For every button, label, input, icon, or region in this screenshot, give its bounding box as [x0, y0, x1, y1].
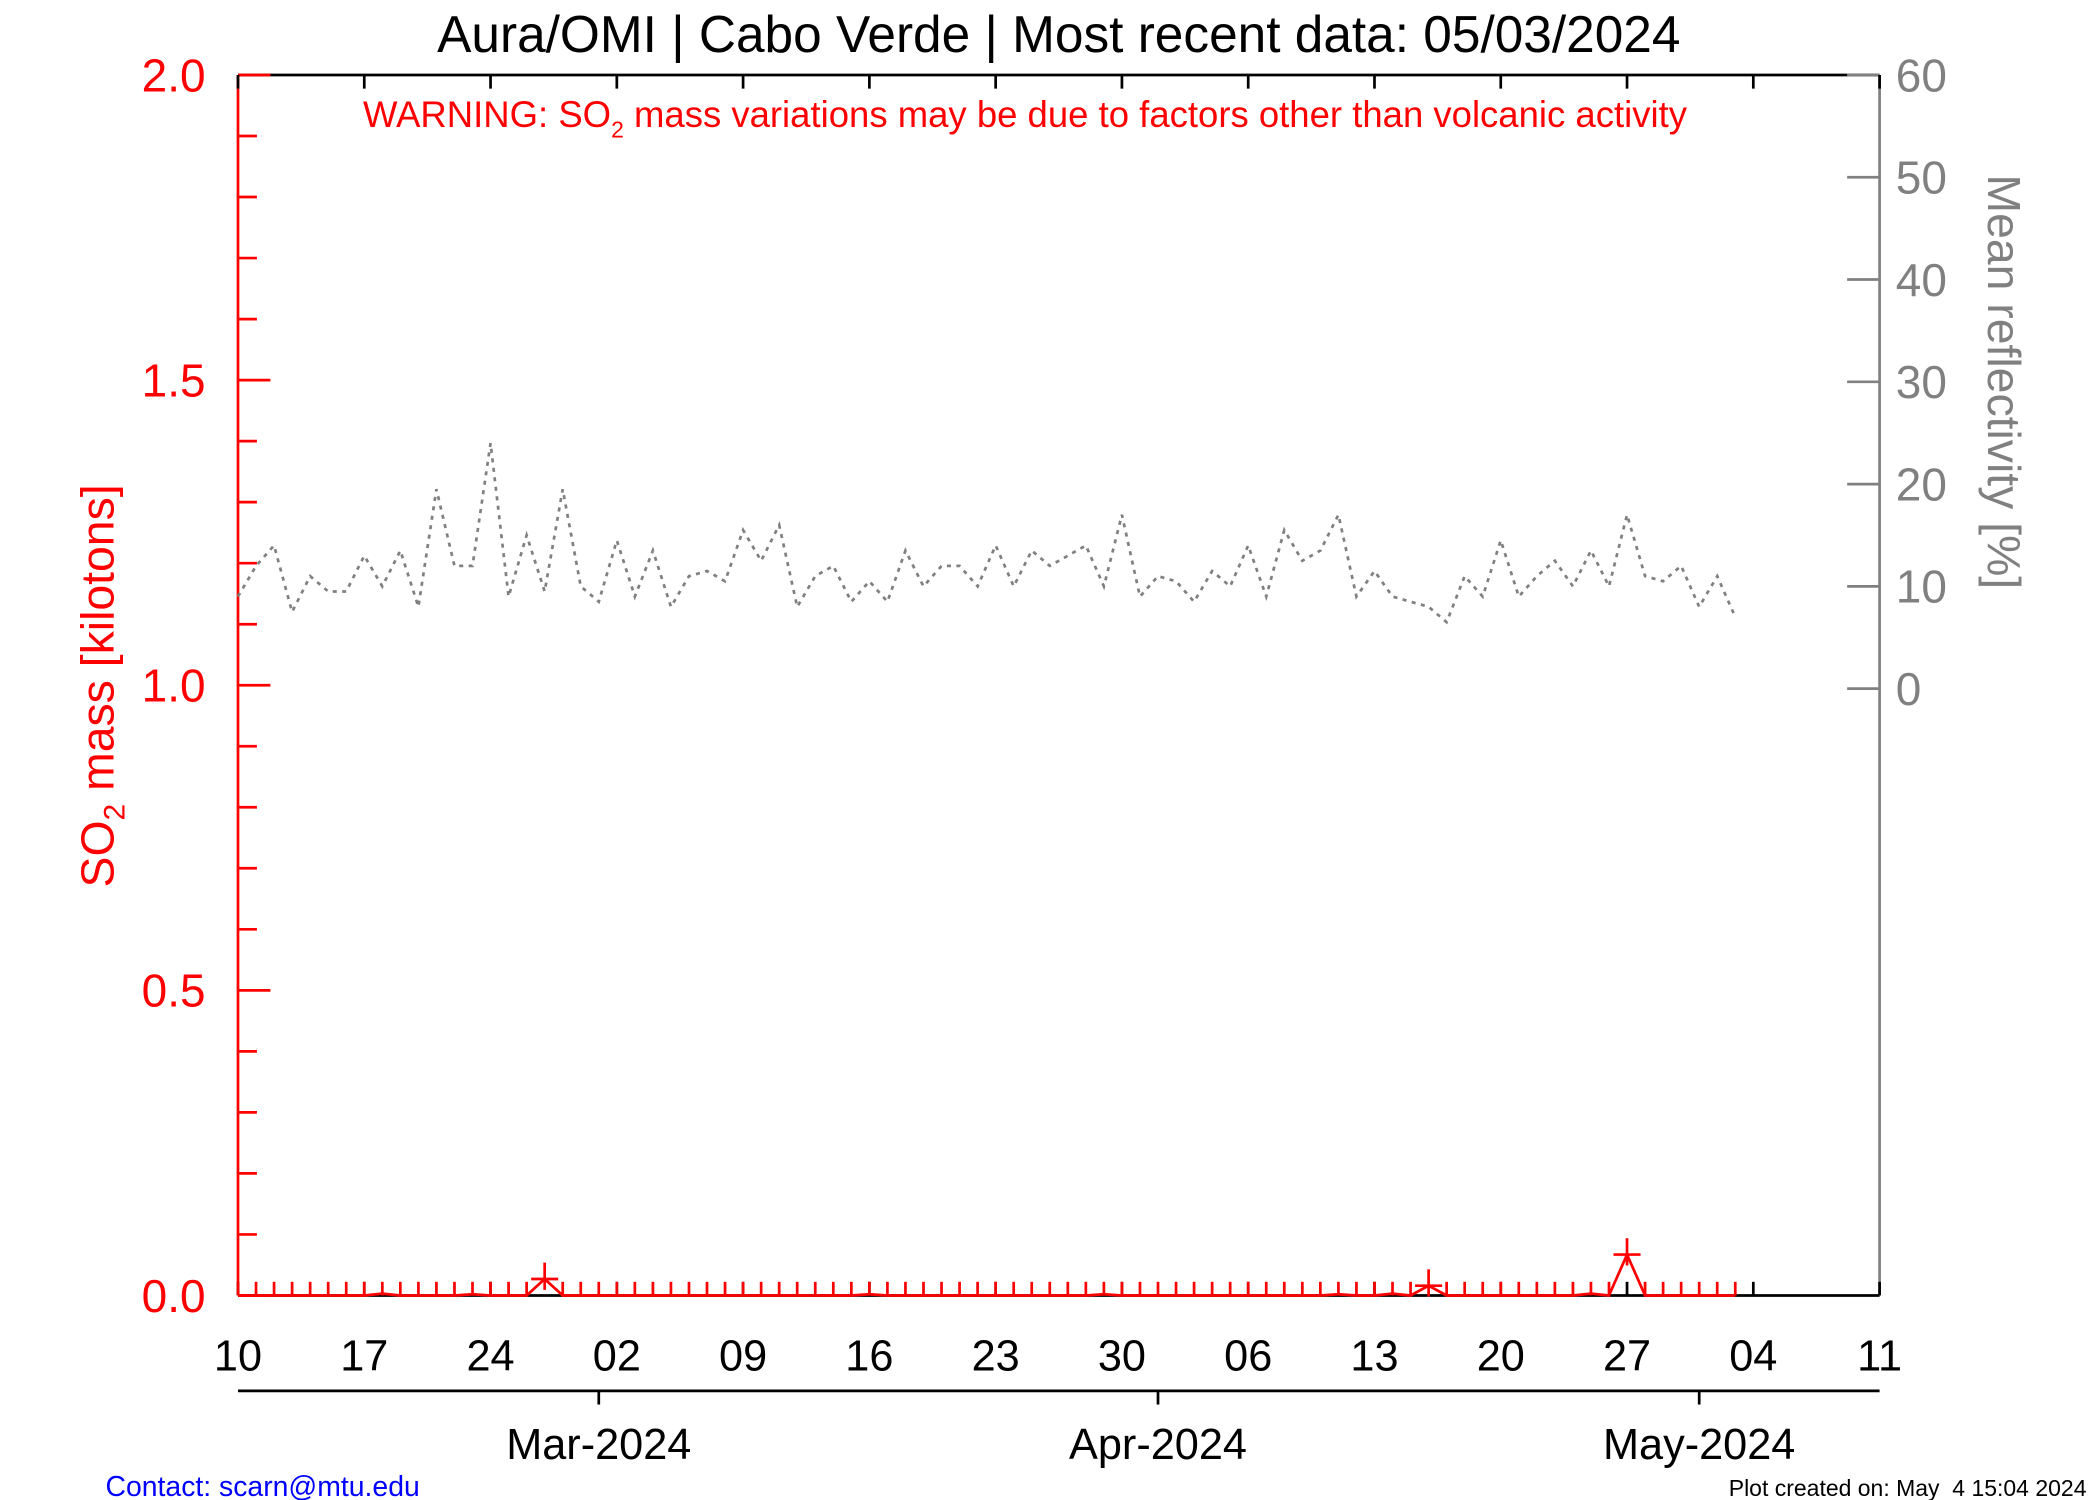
chart-title: Aura/OMI | Cabo Verde | Most recent data… — [437, 5, 1680, 63]
x-tick-label: 23 — [972, 1332, 1020, 1380]
right-tick-label: 10 — [1896, 561, 1947, 613]
reflectivity-line — [236, 442, 1737, 625]
left-tick-label: 1.0 — [142, 659, 206, 711]
x-tick-label: 20 — [1477, 1332, 1525, 1380]
x-tick-label: 11 — [1857, 1332, 1902, 1380]
x-tick-label: 02 — [593, 1332, 641, 1380]
right-tick-label: 30 — [1896, 356, 1947, 408]
warning-text: WARNING: SO2 mass variations may be due … — [363, 94, 1688, 143]
right-tick-label: 0 — [1896, 663, 1922, 715]
y-axis-left-label: SO2 mass [kilotons] — [72, 484, 132, 887]
contact-link[interactable]: Contact: scarn@mtu.edu — [105, 1471, 419, 1500]
left-tick-label: 0.5 — [142, 965, 206, 1017]
y-axis-right-label: Mean reflectivity [%] — [1978, 174, 2030, 589]
right-tick-label: 20 — [1896, 458, 1947, 510]
x-tick-label: 06 — [1224, 1332, 1272, 1380]
left-tick-label: 0.0 — [142, 1270, 206, 1322]
right-tick-label: 60 — [1896, 49, 1947, 101]
left-tick-label: 2.0 — [142, 49, 206, 101]
month-label: Mar-2024 — [506, 1421, 691, 1469]
x-tick-label: 16 — [845, 1332, 893, 1380]
x-tick-label: 17 — [340, 1332, 388, 1380]
month-label: May-2024 — [1603, 1421, 1795, 1469]
plot-created-text: Plot created on: May 4 15:04 2024 — [1729, 1475, 2087, 1500]
x-tick-label: 13 — [1350, 1332, 1398, 1380]
x-tick-label: 24 — [466, 1332, 514, 1380]
right-tick-label: 50 — [1896, 151, 1947, 203]
data-marks — [236, 442, 1737, 1297]
right-tick-label: 40 — [1896, 254, 1947, 306]
left-tick-label: 1.5 — [142, 354, 206, 406]
x-tick-label: 27 — [1603, 1332, 1651, 1380]
x-tick-label: 04 — [1729, 1332, 1777, 1380]
x-tick-label: 30 — [1098, 1332, 1146, 1380]
month-label: Apr-2024 — [1069, 1421, 1247, 1469]
x-tick-label: 10 — [214, 1332, 262, 1380]
axes: 0.0 0.5 1.0 1.5 2.0 0 10 20 30 40 50 60 10 17 24 02 09 16… — [142, 49, 1947, 1469]
x-tick-label: 09 — [719, 1332, 767, 1380]
so2-line — [237, 1251, 1736, 1297]
